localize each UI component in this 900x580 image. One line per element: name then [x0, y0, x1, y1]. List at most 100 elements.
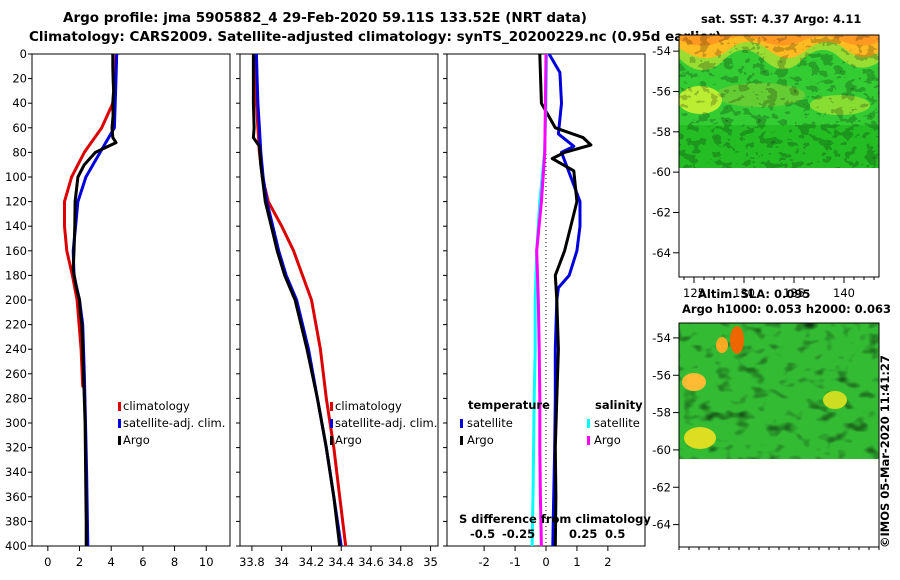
difference-panel: -2 -1 0 1 2 temperature salinity satellite A… — [443, 53, 651, 569]
lat-tick-label: -60 — [652, 165, 671, 179]
lon-tick-label: 140 — [833, 286, 855, 300]
series-line-climatology — [253, 54, 348, 546]
sla-map: Altim. SLA: 0.095 Argo h1000: 0.053 h200… — [652, 287, 891, 550]
sst-map-field — [679, 35, 879, 168]
legend-header-salinity: salinity — [595, 398, 643, 412]
s-diff-tick-label: -0.5 — [470, 527, 495, 541]
x-tick-label: 10 — [199, 555, 214, 569]
legend-swatch-argo — [118, 436, 121, 445]
difference-ticks: -2 -1 0 1 2 — [443, 53, 612, 569]
lon-tick-label: 125 — [683, 286, 705, 300]
depth-tick-label: 360 — [5, 490, 27, 504]
sla-high-patch — [716, 337, 728, 353]
legend-label-argo: Argo — [335, 433, 362, 447]
x-tick-label: 34 — [274, 555, 289, 569]
legend-label-satellite: satellite-adj. clim. — [123, 416, 225, 430]
depth-tick-label: 280 — [5, 391, 27, 405]
sla-high-patch — [730, 326, 744, 354]
legend-label-climatology: climatology — [335, 399, 402, 413]
lat-tick-label: -60 — [652, 443, 671, 457]
legend-swatch-sal-argo — [587, 436, 590, 445]
salinity-frame — [239, 53, 439, 547]
lat-tick-label: -62 — [652, 205, 671, 219]
salinity-lines — [251, 54, 348, 546]
legend-label-temp-argo: Argo — [467, 433, 494, 447]
legend-label-sal-satellite: satellite — [594, 416, 640, 430]
lon-tick-label: 135 — [783, 286, 805, 300]
depth-tick-label: 140 — [5, 219, 27, 233]
x-tick-label: -2 — [478, 555, 489, 569]
depth-tick-label: 320 — [5, 441, 27, 455]
depth-tick-label: 100 — [5, 170, 27, 184]
x-tick-label: 35 — [423, 555, 438, 569]
legend-swatch-climatology — [118, 402, 121, 411]
sla-patch — [823, 391, 847, 409]
legend-swatch-argo — [330, 436, 333, 445]
series-line-climatology — [63, 54, 118, 388]
sla-map-field — [679, 323, 879, 459]
temperature-legend: climatology satellite-adj. clim. Argo — [118, 399, 225, 447]
s-diff-tick-label: 0.5 — [605, 527, 625, 541]
series-line-satellite-adj-clim- — [254, 54, 343, 546]
lat-tick-label: -54 — [652, 44, 671, 58]
lat-tick-label: -58 — [652, 125, 671, 139]
depth-tick-label: 40 — [12, 96, 27, 110]
x-tick-label: 8 — [171, 555, 178, 569]
s-diff-tick-label: -0.25 — [502, 527, 535, 541]
sst-map-ticks: -54 -56 -58 -60 -62 -64 125 130 135 140 — [652, 44, 875, 300]
depth-tick-label: 200 — [5, 293, 27, 307]
depth-tick-label: 0 — [20, 47, 27, 61]
lat-tick-label: -62 — [652, 480, 671, 494]
legend-swatch-temp-argo — [460, 436, 463, 445]
series-line-argo — [71, 54, 118, 546]
series-line-salinity-argo — [535, 54, 548, 546]
x-tick-label: 34.6 — [358, 555, 384, 569]
s-diff-tick-label: 0.25 — [569, 527, 597, 541]
timestamp: ©IMOS 05-Mar-2020 11:41:27 — [878, 355, 892, 548]
legend-swatch-climatology — [330, 402, 333, 411]
lat-tick-label: -64 — [652, 246, 671, 260]
depth-tick-label: 20 — [12, 72, 27, 86]
lon-tick-label: 130 — [733, 286, 755, 300]
x-tick-label: 34.4 — [328, 555, 354, 569]
sst-map: sat. SST: 4.37 Argo: 4.11 -54 -56 -58 -60 -6… — [652, 12, 880, 300]
x-tick-label: 34.8 — [388, 555, 414, 569]
x-tick-label: 4 — [108, 555, 115, 569]
salinity-ticks: 33.8 34 34.2 34.4 34.6 34.8 35 — [236, 53, 438, 569]
title-line-2: Climatology: CARS2009. Satellite-adjuste… — [29, 29, 721, 45]
x-tick-label: 1 — [573, 555, 580, 569]
lat-tick-label: -58 — [652, 406, 671, 420]
legend-swatch-sal-satellite — [587, 419, 590, 428]
depth-tick-label: 120 — [5, 195, 27, 209]
x-tick-label: -1 — [509, 555, 520, 569]
legend-swatch-temp-satellite — [460, 419, 463, 428]
difference-lines — [530, 54, 593, 546]
salinity-panel: 33.8 34 34.2 34.4 34.6 34.8 35 climatology sat… — [236, 53, 439, 569]
title-line-1: Argo profile: jma 5905882_4 29-Feb-2020 … — [63, 10, 587, 26]
depth-tick-label: 400 — [5, 539, 27, 553]
depth-tick-label: 220 — [5, 318, 27, 332]
x-tick-label: 2 — [604, 555, 611, 569]
sla-map-ticks: -54 -56 -58 -60 -62 -64 — [652, 331, 880, 550]
legend-header-temperature: temperature — [468, 398, 550, 412]
lat-tick-label: -56 — [652, 368, 671, 382]
depth-tick-label: 340 — [5, 465, 27, 479]
sla-high-patch — [682, 373, 706, 391]
series-line-argo — [251, 54, 342, 546]
depth-tick-label: 240 — [5, 342, 27, 356]
x-tick-label: 33.8 — [239, 555, 265, 569]
series-line-temperature-argo — [538, 54, 593, 546]
legend-swatch-satellite — [330, 419, 333, 428]
depth-tick-label: 80 — [12, 145, 27, 159]
legend-label-sal-argo: Argo — [594, 433, 621, 447]
salinity-legend: climatology satellite-adj. clim. Argo — [330, 399, 437, 447]
x-tick-label: 0 — [542, 555, 549, 569]
x-tick-label: 34.2 — [299, 555, 325, 569]
legend-label-argo: Argo — [123, 433, 150, 447]
depth-tick-label: 300 — [5, 416, 27, 430]
sla-map-subtitle: Argo h1000: 0.053 h2000: 0.063 — [682, 302, 891, 316]
temperature-frame — [31, 53, 231, 547]
x-tick-label: 0 — [44, 555, 51, 569]
depth-tick-label: 260 — [5, 367, 27, 381]
